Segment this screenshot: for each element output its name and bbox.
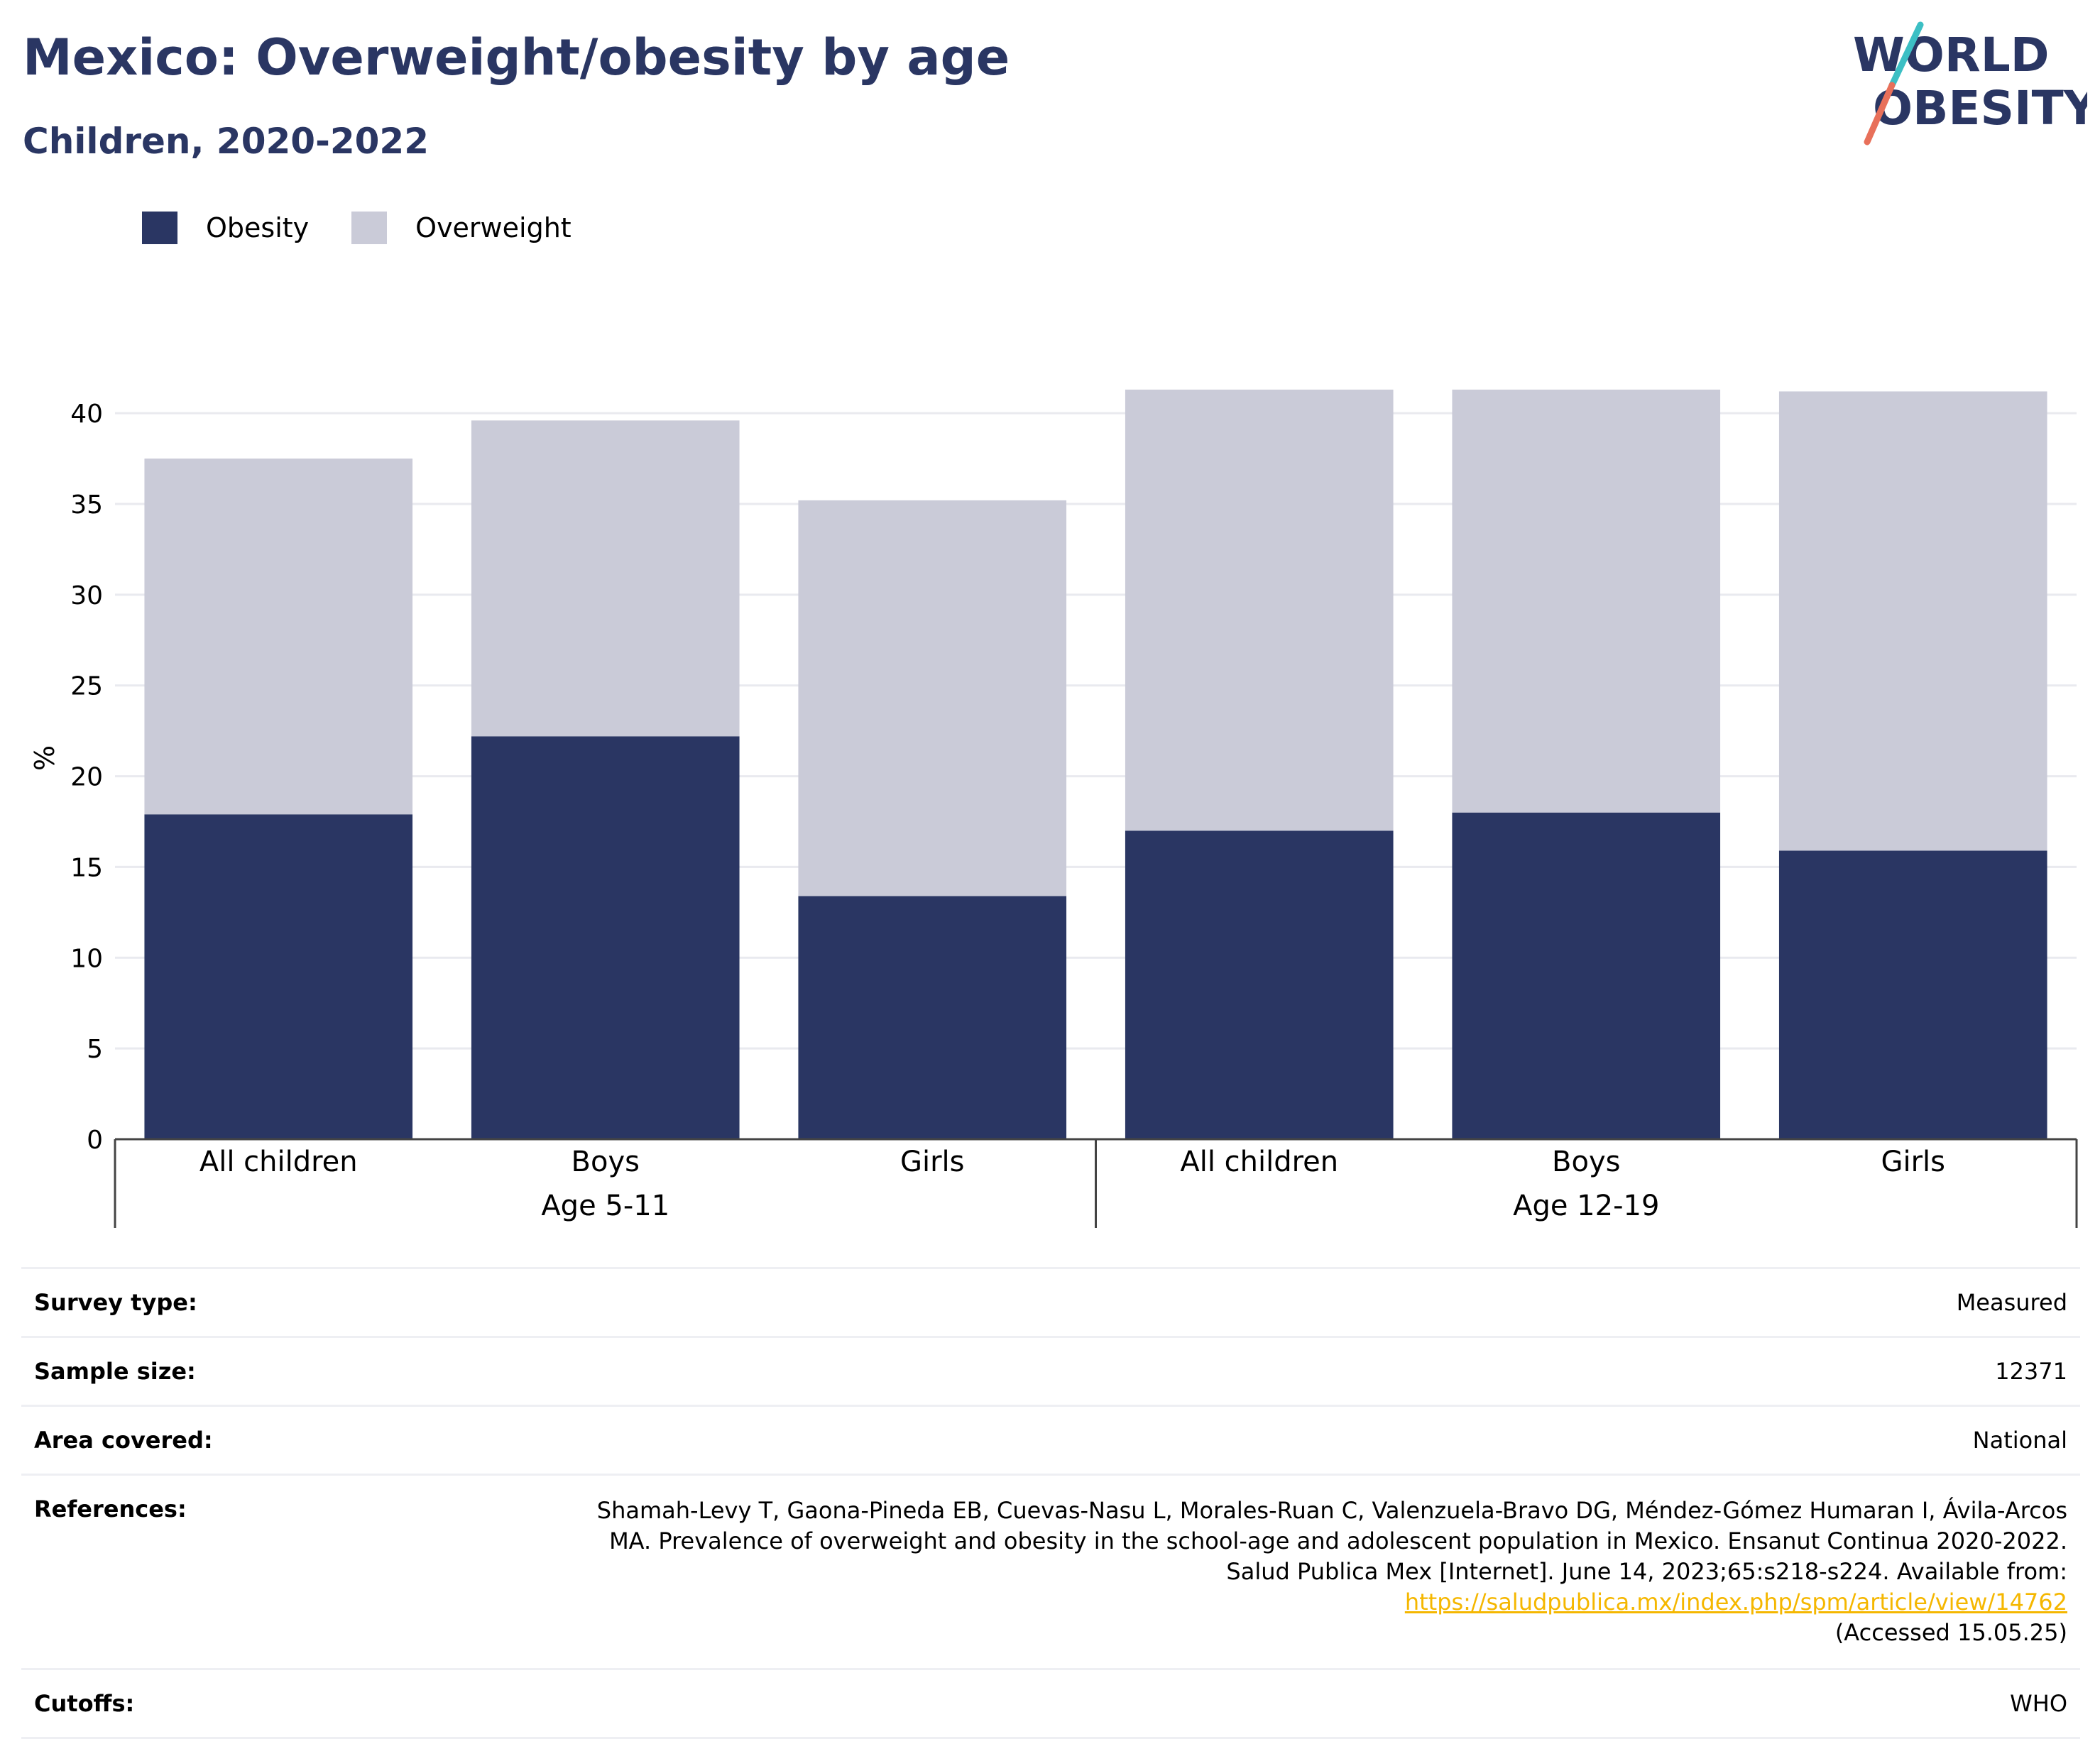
x-tick-label: Boys [572,1146,640,1178]
bar-obesity-4 [1452,812,1721,1139]
y-tick-label: 15 [70,853,103,882]
logo-line-1: WORLD [1853,28,2050,82]
meta-row-area-covered: Area covered: National [21,1405,2080,1474]
x-tick-label: Girls [900,1146,965,1178]
logo-slash-teal [1888,21,1924,89]
cutoffs-label: Cutoffs: [34,1690,135,1717]
y-tick-label: 35 [70,490,103,520]
bar-overweight-5 [1778,391,2047,851]
meta-row-sample-size: Sample size: 12371 [21,1336,2080,1405]
legend-swatch-obesity [142,212,177,244]
bar-overweight-4 [1452,389,1721,813]
bar-obesity-2 [798,896,1067,1139]
y-tick-label: 40 [70,400,103,429]
group-label: Age 12-19 [1513,1190,1659,1222]
logo-line-2: OBESITY [1873,81,2087,136]
bar-obesity-0 [144,814,413,1139]
bar-obesity-5 [1778,850,2047,1139]
references-accessed: (Accessed 15.05.25) [1834,1619,2067,1646]
bar-overweight-2 [798,500,1067,896]
survey-type-label: Survey type: [34,1289,197,1316]
y-tick-label: 20 [70,763,103,792]
x-tick-label: Boys [1552,1146,1620,1178]
legend-item-overweight[interactable]: Overweight [351,212,572,244]
cutoffs-value: WHO [2010,1690,2067,1717]
stacked-bar-chart: 0 5 10 15 20 25 30 35 40% All children Boys Girls Al… [29,389,2078,1228]
world-obesity-logo: WORLD OBESITY [1853,21,2087,146]
x-tick-label: All children [199,1146,358,1178]
legend-item-obesity[interactable]: Obesity [142,212,309,244]
x-tick-label: Girls [1881,1146,1945,1178]
x-tick-label: All children [1180,1146,1338,1178]
y-tick-label: 10 [70,944,103,973]
area-covered-value: National [1972,1427,2067,1454]
sample-size-value: 12371 [1995,1358,2067,1385]
legend-label-overweight: Overweight [415,212,572,243]
references-text: Shamah-Levy T, Gaona-Pineda EB, Cuevas-N… [596,1497,2067,1585]
meta-row-cutoffs: Cutoffs: WHO [21,1668,2080,1739]
legend-label-obesity: Obesity [206,212,310,243]
y-axis-label: % [29,745,60,771]
chart-subtitle: Children, 2020-2022 [23,121,429,162]
bar-overweight-0 [144,459,413,815]
survey-metadata-table: Survey type: Measured Sample size: 12371… [21,1267,2080,1739]
bar-overweight-3 [1125,389,1394,831]
chart-legend: Obesity Overweight [142,212,614,244]
references-value: Shamah-Levy T, Gaona-Pineda EB, Cuevas-N… [576,1496,2067,1648]
bar-obesity-1 [471,736,740,1139]
meta-row-references: References: Shamah-Levy T, Gaona-Pineda … [21,1474,2080,1668]
y-tick-label: 5 [87,1035,103,1064]
meta-row-survey-type: Survey type: Measured [21,1267,2080,1336]
bar-overweight-1 [471,420,740,737]
references-label: References: [34,1496,187,1523]
logo-slash-orange [1864,82,1896,146]
y-tick-label: 0 [87,1126,103,1155]
references-link[interactable]: https://saludpublica.mx/index.php/spm/ar… [1404,1589,2067,1615]
chart-title: Mexico: Overweight/obesity by age [23,28,1010,87]
survey-type-value: Measured [1956,1289,2067,1316]
bar-obesity-3 [1125,830,1394,1139]
sample-size-label: Sample size: [34,1358,196,1385]
group-label: Age 5-11 [541,1190,669,1222]
area-covered-label: Area covered: [34,1427,213,1454]
legend-swatch-overweight [351,212,388,244]
y-tick-label: 30 [70,581,103,610]
y-tick-label: 25 [70,672,103,701]
